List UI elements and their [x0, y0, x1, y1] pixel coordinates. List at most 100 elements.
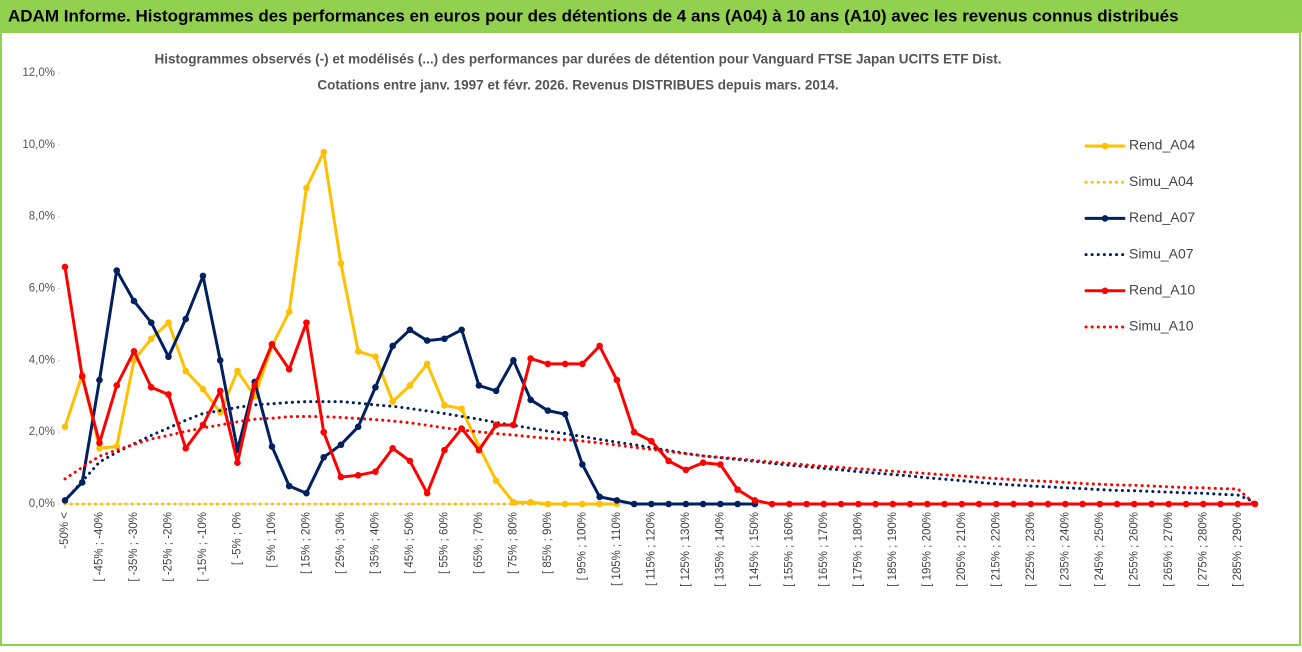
data-point	[320, 428, 327, 436]
data-point	[406, 457, 414, 465]
x-tick-label: [ 195% ; 200%	[921, 512, 933, 587]
data-point	[165, 353, 172, 361]
data-point	[441, 446, 448, 454]
data-point	[216, 387, 224, 395]
data-point	[717, 461, 724, 468]
x-tick-label: [ 5% ; 10%	[266, 512, 278, 568]
data-point	[596, 500, 603, 508]
data-point	[682, 500, 690, 508]
data-point	[441, 401, 448, 409]
data-point	[855, 500, 862, 508]
x-tick-label: [ 245% ; 250%	[1094, 512, 1106, 587]
legend-marker	[1101, 287, 1109, 295]
data-point	[234, 367, 241, 375]
data-point	[579, 360, 586, 368]
data-point	[510, 357, 517, 364]
data-point	[458, 405, 465, 413]
x-tick-label: [ 275% ; 280%	[1197, 512, 1209, 587]
data-point	[406, 382, 414, 389]
x-tick-label: [ 265% ; 270%	[1163, 512, 1175, 587]
x-tick-label: [ 25% ; 30%	[335, 512, 347, 574]
chart-border	[0, 31, 1301, 646]
x-tick-label: [ 75% ; 80%	[507, 512, 519, 574]
data-point	[423, 360, 431, 368]
series-line	[63, 150, 619, 506]
data-point	[1044, 500, 1052, 508]
data-point	[527, 396, 534, 404]
data-point	[285, 366, 293, 373]
data-point	[993, 500, 1000, 508]
data-point	[579, 461, 586, 468]
y-tick-label: 10,0%	[22, 139, 55, 151]
header-bar	[0, 0, 1302, 32]
data-point	[1027, 500, 1035, 508]
data-point	[182, 367, 190, 375]
y-tick-label: 8,0%	[29, 211, 55, 223]
data-point	[630, 428, 638, 436]
data-point	[596, 493, 603, 501]
x-tick-label: [ -45% ; -40%	[94, 512, 106, 582]
x-tick-label: [ -15% ; -10%	[197, 512, 209, 582]
data-point	[199, 272, 207, 280]
data-point	[492, 477, 500, 484]
data-point	[320, 454, 327, 461]
data-point	[113, 267, 121, 274]
data-point	[1199, 500, 1207, 508]
chart-title: Histogrammes observés (-) et modélisés (…	[155, 52, 1002, 67]
data-point	[303, 184, 310, 192]
data-point	[389, 398, 396, 405]
data-point	[113, 382, 121, 389]
data-point	[561, 360, 569, 368]
data-point	[61, 423, 69, 431]
x-tick-label: [ -25% ; -20%	[163, 512, 175, 582]
x-tick-label: [ 45% ; 50%	[404, 512, 416, 574]
data-point	[717, 500, 724, 508]
data-point	[285, 308, 293, 316]
data-point	[303, 319, 310, 326]
x-tick-label: [ 35% ; 40%	[369, 512, 381, 574]
data-point	[734, 486, 741, 493]
data-point	[441, 335, 448, 343]
data-point	[1010, 500, 1017, 508]
data-point	[786, 500, 793, 508]
x-tick-label: [ 165% ; 170%	[818, 512, 830, 587]
data-point	[147, 319, 155, 326]
data-point	[544, 407, 552, 414]
x-tick-label: [ 15% ; 20%	[300, 512, 312, 574]
data-point	[389, 445, 396, 452]
data-point	[372, 353, 379, 361]
x-tick-label: [ -5% ; 0%	[231, 512, 243, 565]
legend-label: Simu_A07	[1129, 245, 1194, 261]
legend-label: Rend_A07	[1129, 209, 1195, 225]
data-point	[734, 500, 741, 508]
x-tick-label: [ 285% ; 290%	[1232, 512, 1244, 587]
series-line	[63, 414, 1257, 506]
data-point	[665, 457, 672, 465]
data-point	[147, 383, 155, 391]
x-tick-label: [ 55% ; 60%	[438, 512, 450, 574]
data-point	[492, 387, 500, 395]
data-point	[648, 500, 655, 508]
data-point	[406, 326, 414, 334]
x-tick-label: [ 205% ; 210%	[956, 512, 968, 587]
y-tick-label: 6,0%	[29, 283, 55, 295]
data-point	[527, 355, 534, 362]
data-point	[337, 260, 345, 267]
x-tick-label: [ 115% ; 120%	[645, 512, 657, 586]
data-point	[1113, 500, 1121, 508]
data-point	[630, 500, 638, 508]
data-point	[665, 500, 672, 508]
x-tick-label: [ -35% ; -30%	[128, 512, 140, 582]
data-point	[648, 437, 655, 445]
x-tick-label: [ 175% ; 180%	[852, 512, 864, 587]
data-point	[820, 500, 828, 508]
data-point	[1096, 500, 1104, 508]
data-point	[975, 500, 983, 508]
data-point	[924, 500, 931, 508]
data-point	[234, 459, 241, 466]
x-tick-label: [ 125% ; 130%	[680, 512, 692, 587]
data-point	[941, 500, 948, 508]
data-point	[492, 421, 500, 429]
data-point	[130, 297, 138, 305]
